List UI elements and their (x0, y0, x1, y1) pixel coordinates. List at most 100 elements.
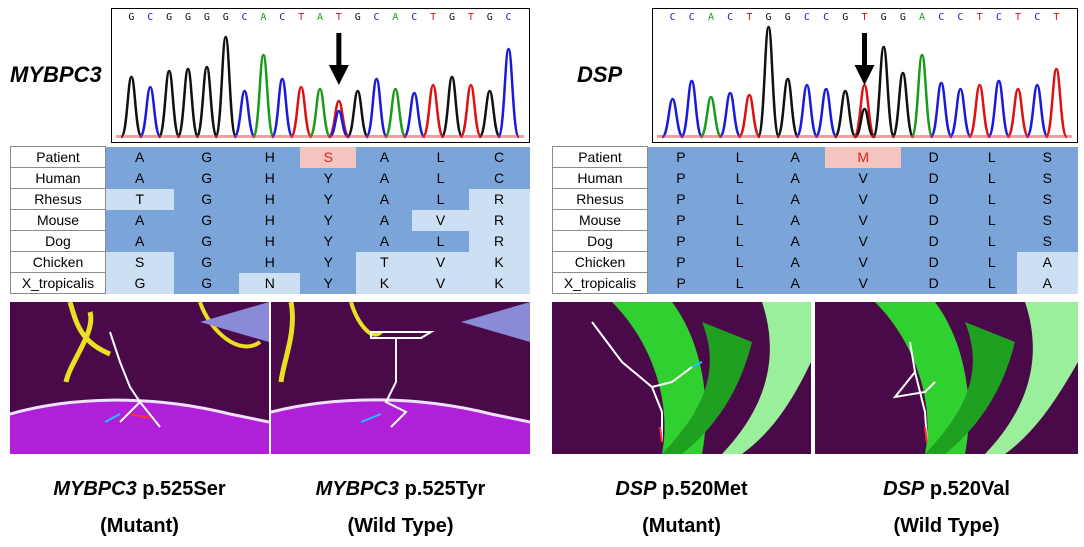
trace-peak (660, 97, 685, 139)
left-caption-wild-variant: p.525Tyr (404, 478, 486, 500)
species-label: Dog (552, 230, 648, 252)
right-caption-mutant-status: (Mutant) (642, 515, 721, 537)
residue-cell: A (764, 272, 826, 294)
right-structure-wild (815, 302, 1078, 454)
residue-cell: P (647, 188, 715, 210)
base-letter: G (880, 12, 887, 23)
base-letter: C (823, 12, 830, 23)
trace-peak (852, 83, 877, 139)
left-caption-wild-gene: MYBPC3 (315, 478, 399, 500)
left-caption-mutant-gene: MYBPC3 (53, 478, 137, 500)
residue-cell: L (966, 167, 1017, 189)
trace-peak (967, 83, 992, 139)
trace-peak (270, 77, 294, 139)
trace-peak (251, 53, 276, 139)
residue-cell: V (412, 251, 469, 273)
trace-peak (1006, 87, 1030, 139)
alignment-row: Rhesus P L A V D L S (552, 188, 1078, 210)
trace-peak (214, 35, 238, 139)
base-letter: C (279, 12, 286, 23)
residue-cell: H (239, 209, 301, 231)
species-label: Mouse (552, 209, 648, 231)
residue-cell: G (173, 146, 240, 168)
base-letter: T (976, 12, 983, 23)
species-label: Patient (10, 146, 106, 168)
residue-cell: Y (300, 230, 357, 252)
residue-cell: V (825, 251, 901, 273)
species-label: Rhesus (552, 188, 648, 210)
residue-cell: L (714, 188, 765, 210)
residue-cell: P (647, 230, 715, 252)
residue-cell: A (764, 251, 826, 273)
arrow-down-icon (328, 65, 349, 85)
residue-cell: C (468, 167, 530, 189)
residue-cell: L (412, 188, 469, 210)
residue-cell: L (714, 146, 765, 168)
base-letter: A (919, 12, 926, 23)
trace-peak (364, 77, 389, 139)
species-label: X_tropicalis (10, 272, 106, 294)
base-letter: C (241, 12, 248, 23)
residue-cell: P (647, 167, 715, 189)
residue-cell: L (714, 209, 765, 231)
residue-cell: V (412, 209, 469, 231)
residue-cell: L (412, 167, 469, 189)
right-caption-mutant: DSP p.520Met (552, 478, 811, 501)
base-letter: C (373, 12, 380, 23)
base-letter: T (430, 12, 437, 23)
species-label: Chicken (552, 251, 648, 273)
residue-cell: Y (300, 188, 357, 210)
residue-cell: L (966, 146, 1017, 168)
left-trace-svg (116, 33, 524, 139)
residue-cell: R (468, 230, 530, 252)
trace-peak (910, 53, 934, 139)
residue-cell: V (825, 272, 901, 294)
residue-cell: A (764, 146, 826, 168)
right-caption-wild-gene: DSP (883, 478, 925, 500)
trace-peak (814, 87, 838, 139)
trace-peak (929, 81, 954, 139)
base-letter: C (938, 12, 945, 23)
residue-cell: L (966, 188, 1017, 210)
residue-cell: K (468, 251, 530, 273)
residue-cell: P (647, 209, 715, 231)
residue-cell: S (105, 251, 174, 273)
arrow-shaft (336, 33, 342, 69)
left-caption-wild-status: (Wild Type) (347, 515, 454, 537)
alignment-row: Patient P L A M D L S (552, 146, 1078, 168)
residue-cell: M (825, 146, 901, 168)
trace-peak (1044, 67, 1069, 139)
residue-cell: L (966, 272, 1017, 294)
residue-cell: A (105, 146, 174, 168)
residue-cell: D (900, 272, 967, 294)
trace-peak (346, 89, 370, 139)
trace-peak (195, 65, 219, 139)
residue-cell: Y (300, 251, 357, 273)
residue-cell: V (412, 272, 469, 294)
residue-cell: P (647, 272, 715, 294)
trace-peak (737, 93, 762, 139)
residue-cell: P (647, 146, 715, 168)
residue-cell: D (900, 230, 967, 252)
residue-cell: A (356, 188, 413, 210)
baseline-noise (116, 135, 524, 138)
residue-cell: A (105, 209, 174, 231)
base-letter: T (1053, 12, 1060, 23)
trace-peak (308, 87, 332, 139)
alignment-row: Rhesus T G H Y A L R (10, 188, 530, 210)
alignment-row: X_tropicalis P L A V D L A (552, 272, 1078, 294)
trace-peak (440, 75, 464, 139)
base-letter: G (784, 12, 791, 23)
residue-cell: L (412, 230, 469, 252)
residue-cell: A (1016, 251, 1078, 273)
residue-cell: S (300, 146, 357, 168)
alignment-row: Human A G H Y A L C (10, 167, 530, 189)
base-letter: G (899, 12, 906, 23)
alignment-row: Dog A G H Y A L R (10, 230, 530, 252)
residue-cell: G (173, 188, 240, 210)
residue-cell: K (468, 272, 530, 294)
trace-peak (718, 91, 742, 139)
residue-cell: A (764, 209, 826, 231)
